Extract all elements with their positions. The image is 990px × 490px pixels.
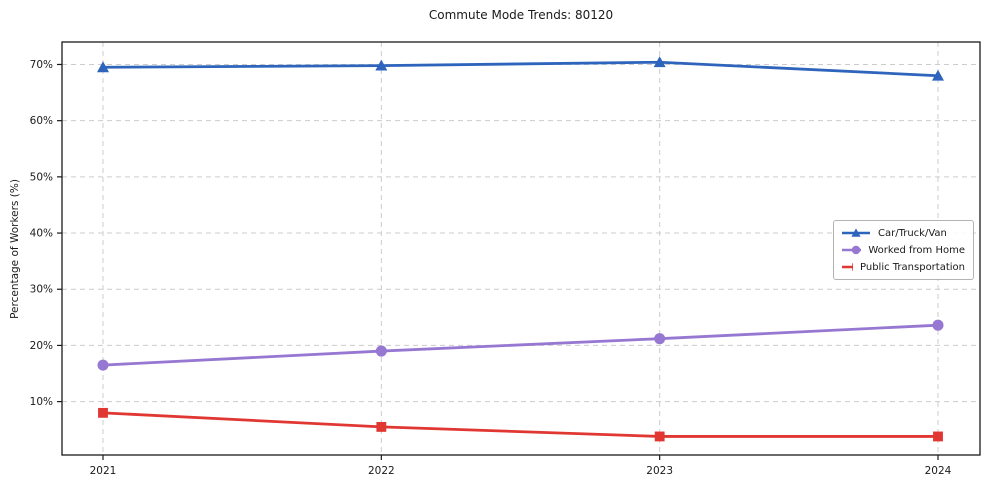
legend-label: Worked from Home (868, 244, 965, 256)
x-tick-label: 2023 (646, 465, 673, 477)
data-point-public-transportation (933, 431, 943, 442)
series-line-car-truck-van (101, 60, 940, 78)
triangle-marker-icon (842, 228, 870, 237)
x-tick-label: 2021 (90, 465, 117, 477)
series-line-public-transportation (101, 411, 940, 438)
legend-item-car-truck-van: Car/Truck/Van (841, 226, 965, 240)
legend-item-public-transportation: Public Transportation (841, 260, 965, 274)
legend-swatch-marker (851, 245, 861, 255)
y-tick-label: 50% (30, 171, 53, 183)
data-point-car-truck-van (932, 69, 944, 81)
circle-marker-icon (842, 245, 862, 255)
data-point-worked-from-home (654, 333, 666, 345)
y-tick-label: 20% (30, 340, 53, 352)
legend-label: Car/Truck/Van (878, 227, 947, 239)
data-point-worked-from-home (932, 319, 944, 331)
legend-swatch-marker (851, 228, 861, 237)
legend-swatch-marker (852, 263, 854, 271)
series-line-worked-from-home (101, 323, 940, 367)
chart-title: Commute Mode Trends: 80120 (428, 8, 614, 22)
y-tick-label: 30% (30, 284, 53, 296)
x-tick-label: 2024 (925, 465, 952, 477)
data-point-public-transportation (376, 421, 387, 432)
legend-item-worked-from-home: Worked from Home (841, 243, 965, 257)
data-point-worked-from-home (97, 359, 109, 371)
data-point-public-transportation (98, 407, 108, 418)
data-point-car-truck-van (375, 59, 388, 71)
y-tick-label: 70% (30, 59, 53, 71)
y-tick-label: 60% (30, 115, 53, 127)
y-tick-label: 10% (30, 396, 53, 408)
axis-frame (61, 41, 981, 456)
data-point-car-truck-van (97, 61, 109, 73)
legend-label: Public Transportation (860, 261, 965, 273)
x-tick-label: 2022 (368, 465, 395, 477)
y-tick-label: 40% (30, 228, 53, 240)
data-point-public-transportation (654, 431, 665, 442)
square-marker-icon (842, 263, 854, 271)
data-point-car-truck-van (653, 56, 666, 68)
legend: Car/Truck/Van Worked from Home Public Tran… (833, 220, 974, 280)
data-point-worked-from-home (375, 345, 387, 357)
